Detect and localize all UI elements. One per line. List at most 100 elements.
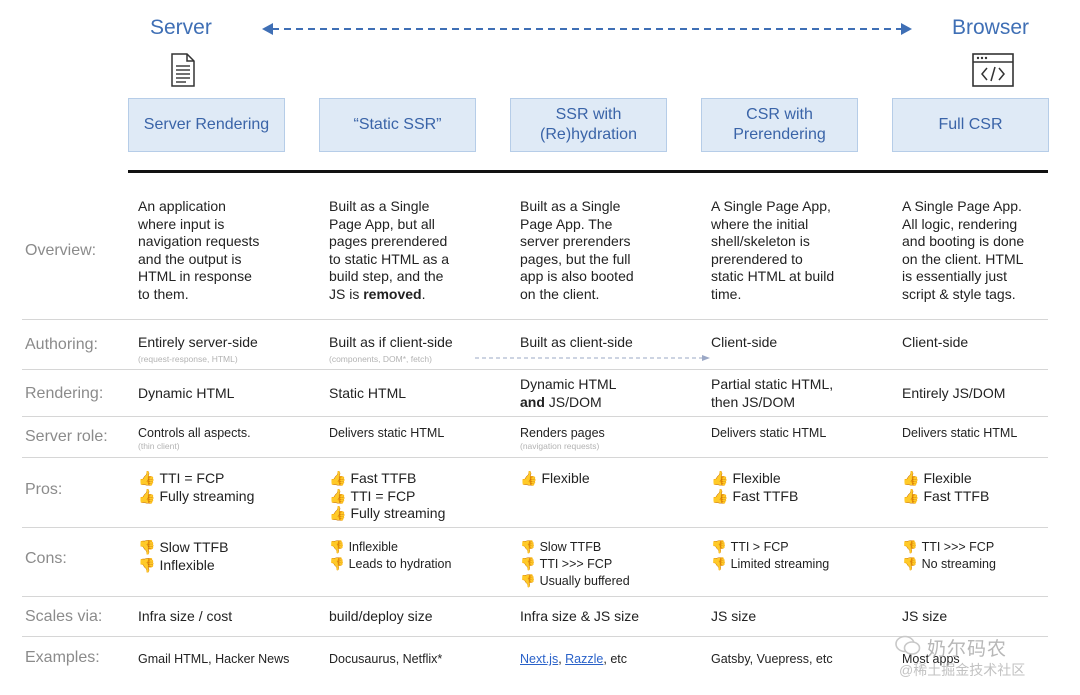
thumbs-up-icon: 👍	[711, 487, 729, 504]
row-divider	[22, 369, 1048, 370]
column-csr-prerendering: CSR with Prerendering	[701, 98, 858, 152]
pros-csr-prerendering: 👍 Flexible 👍 Fast TTFB	[711, 470, 798, 505]
authoring-full-csr: Client-side	[902, 334, 969, 350]
scales-full-csr: JS size	[902, 608, 948, 624]
cons-full-csr: 👎 TTI >>> FCP 👎 No streaming	[902, 539, 996, 573]
pro-item: 👍 Flexible	[711, 470, 781, 486]
server-role-full-csr: Delivers static HTML	[902, 426, 1018, 440]
row-label-rendering: Rendering:	[25, 385, 104, 402]
thumbs-down-icon: 👎	[138, 556, 156, 573]
pro-item: 👍 Fast TTFB	[902, 487, 990, 504]
authoring-static-ssr-note: (components, DOM*, fetch)	[329, 354, 432, 364]
thumbs-up-icon: 👍	[902, 470, 920, 486]
authoring-csr-prerendering: Client-side	[711, 334, 778, 350]
watermark: 奶尔码农 @稀土掘金技术社区	[895, 632, 1065, 682]
thumbs-down-icon: 👎	[711, 540, 727, 554]
server-role-ssr-rehydration-note: (navigation requests)	[520, 441, 600, 451]
thumbs-down-icon: 👎	[902, 557, 918, 571]
rendering-server-rendering: Dynamic HTML	[138, 385, 235, 401]
server-role-csr-prerendering: Delivers static HTML	[711, 426, 827, 440]
overview-server-rendering: An application where input is navigation…	[138, 198, 260, 302]
nextjs-link[interactable]: Next.js	[520, 652, 559, 666]
row-label-server-role: Server role:	[25, 428, 108, 445]
overview-static-ssr: Built as a Single Page App, but all page…	[329, 198, 450, 302]
pro-item: 👍 Flexible	[520, 470, 590, 486]
scales-server-rendering: Infra size / cost	[138, 608, 233, 624]
header-rule	[128, 170, 1048, 173]
row-divider	[22, 596, 1048, 597]
scales-csr-prerendering: JS size	[711, 608, 757, 624]
row-divider	[22, 416, 1048, 417]
cons-csr-prerendering: 👎 TTI > FCP 👎 Limited streaming	[711, 539, 829, 573]
authoring-dashed-arrow	[475, 355, 710, 361]
overview-full-csr: A Single Page App. All logic, rendering …	[902, 198, 1025, 302]
con-item: 👎 TTI >>> FCP	[902, 540, 995, 554]
pro-item: 👍 Fully streaming	[138, 487, 255, 504]
overview-csr-prerendering: A Single Page App, where the initial she…	[711, 198, 835, 302]
row-label-authoring: Authoring:	[25, 336, 98, 353]
server-label: Server	[150, 16, 212, 39]
column-static-ssr: “Static SSR”	[319, 98, 476, 152]
examples-csr-prerendering: Gatsby, Vuepress, etc	[711, 652, 833, 666]
server-role-static-ssr: Delivers static HTML	[329, 426, 445, 440]
authoring-server-rendering: Entirely server-side	[138, 334, 258, 350]
thumbs-down-icon: 👎	[329, 557, 345, 571]
pros-ssr-rehydration: 👍 Flexible	[520, 470, 590, 488]
cons-server-rendering: 👎 Slow TTFB 👎 Inflexible	[138, 539, 228, 574]
thumbs-up-icon: 👍	[329, 505, 347, 521]
document-icon	[171, 53, 195, 87]
server-role-server-rendering-note: (thin client)	[138, 441, 180, 451]
examples-server-rendering: Gmail HTML, Hacker News	[138, 652, 290, 666]
pro-item: 👍 TTI = FCP	[329, 487, 416, 504]
watermark-line1: 奶尔码农	[927, 639, 1008, 660]
browser-label: Browser	[952, 16, 1030, 39]
scales-ssr-rehydration: Infra size & JS size	[520, 608, 640, 624]
row-label-pros: Pros:	[25, 481, 63, 498]
thumbs-down-icon: 👎	[902, 540, 918, 554]
rendering-ssr-rehydration: Dynamic HTML and JS/DOM	[520, 376, 617, 410]
pro-item: 👍 Fast TTFB	[711, 487, 799, 504]
con-item: 👎 TTI > FCP	[711, 540, 789, 554]
con-item: 👎 Inflexible	[138, 556, 215, 573]
pros-full-csr: 👍 Flexible 👍 Fast TTFB	[902, 470, 989, 505]
row-divider	[22, 457, 1048, 458]
row-label-cons: Cons:	[25, 550, 67, 567]
thumbs-up-icon: 👍	[711, 470, 729, 486]
pro-item: 👍 Flexible	[902, 470, 972, 486]
con-item: 👎 Slow TTFB	[520, 540, 602, 554]
examples-ssr-rehydration: Next.js, Razzle, etc	[520, 652, 627, 666]
thumbs-down-icon: 👎	[329, 540, 345, 554]
pro-item: 👍 Fast TTFB	[329, 470, 417, 486]
con-item: 👎 No streaming	[902, 557, 996, 571]
thumbs-up-icon: 👍	[329, 487, 347, 504]
authoring-static-ssr: Built as if client-side	[329, 334, 453, 350]
row-divider	[22, 319, 1048, 320]
cons-static-ssr: 👎 Inflexible 👎 Leads to hydration	[329, 539, 451, 573]
examples-static-ssr: Docusaurus, Netflix*	[329, 652, 443, 666]
con-item: 👎 Limited streaming	[711, 557, 830, 571]
wechat-icon	[895, 635, 921, 655]
thumbs-down-icon: 👎	[138, 539, 156, 555]
column-ssr-rehydration: SSR with (Re)hydration	[510, 98, 667, 152]
con-item: 👎 Slow TTFB	[138, 539, 229, 555]
row-label-scales: Scales via:	[25, 608, 103, 625]
con-item: 👎 Inflexible	[329, 540, 398, 554]
browser-code-icon	[972, 53, 1014, 87]
authoring-server-rendering-note: (request-response, HTML)	[138, 354, 238, 364]
thumbs-down-icon: 👎	[520, 574, 536, 588]
scales-static-ssr: build/deploy size	[329, 608, 433, 624]
thumbs-up-icon: 👍	[138, 487, 156, 504]
pros-server-rendering: 👍 TTI = FCP 👍 Fully streaming	[138, 470, 254, 505]
razzle-link[interactable]: Razzle	[565, 652, 604, 666]
row-label-examples: Examples:	[25, 649, 100, 666]
thumbs-up-icon: 👍	[520, 470, 538, 486]
thumbs-up-icon: 👍	[329, 470, 347, 486]
spectrum-double-arrow	[262, 23, 912, 35]
server-role-ssr-rehydration: Renders pages	[520, 426, 605, 440]
rendering-static-ssr: Static HTML	[329, 385, 407, 401]
cons-ssr-rehydration: 👎 Slow TTFB 👎 TTI >>> FCP 👎 Usually buffere…	[520, 539, 630, 590]
thumbs-up-icon: 👍	[902, 487, 920, 504]
row-divider	[22, 636, 1048, 637]
rendering-csr-prerendering: Partial static HTML, then JS/DOM	[711, 376, 834, 410]
column-server-rendering: Server Rendering	[128, 98, 285, 152]
